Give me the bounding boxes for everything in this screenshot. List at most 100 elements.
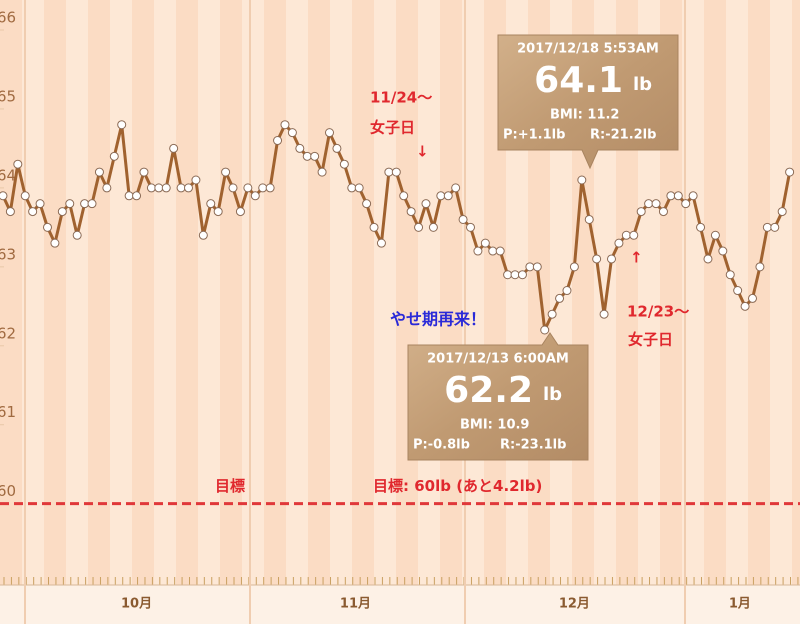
data-point (169, 143, 179, 153)
data-point (629, 230, 639, 240)
data-point (124, 191, 134, 201)
callout-date: 2017/12/18 5:53AM (517, 42, 659, 57)
callout-r: R:-21.2lb (590, 128, 656, 143)
data-point (132, 191, 142, 201)
y-tick-label: 64 (0, 166, 16, 184)
day-ticks (0, 577, 800, 585)
callout-p: P:-0.8lb (413, 438, 470, 453)
data-point (592, 254, 602, 264)
data-point (495, 246, 505, 256)
callout-date: 2017/12/13 6:00AM (427, 352, 569, 367)
data-point (710, 230, 720, 240)
data-point (287, 128, 297, 138)
data-point (480, 238, 490, 248)
data-point (317, 167, 327, 177)
data-point (146, 183, 156, 193)
data-point (621, 230, 631, 240)
y-tick-label: 60 (0, 482, 16, 500)
data-point (718, 246, 728, 256)
data-point (109, 151, 119, 161)
y-tick-label: 62 (0, 324, 16, 342)
data-point (324, 128, 334, 138)
data-point (35, 199, 45, 209)
annotation: 女子日 (628, 331, 673, 349)
x-tick-label: 1月 (729, 597, 751, 612)
data-point (280, 120, 290, 130)
target-label: 目標: 60lb (あと4.2lb) (373, 477, 542, 495)
data-point (399, 191, 409, 201)
data-point (191, 175, 201, 185)
data-point (258, 183, 268, 193)
data-point (198, 230, 208, 240)
y-tick-label: 65 (0, 87, 16, 105)
data-point (295, 143, 305, 153)
data-point (607, 254, 617, 264)
annotation: やせ期再来！ (390, 310, 486, 329)
data-point (569, 262, 579, 272)
annotation: 女子日 (370, 119, 415, 137)
data-point (72, 230, 82, 240)
data-point (696, 222, 706, 232)
target-label: 目標 (215, 477, 245, 495)
y-tick-label: 61 (0, 403, 16, 421)
callout-r: R:-23.1lb (500, 438, 566, 453)
data-point (243, 183, 253, 193)
data-point (762, 222, 772, 232)
data-point (651, 199, 661, 209)
data-point (154, 183, 164, 193)
data-point (577, 175, 587, 185)
data-point (777, 207, 787, 217)
data-point (414, 222, 424, 232)
data-point (302, 151, 312, 161)
data-point (673, 191, 683, 201)
callout-unit: lb (633, 74, 652, 95)
data-point (614, 238, 624, 248)
data-point (265, 183, 275, 193)
data-point (221, 167, 231, 177)
data-point (770, 222, 780, 232)
data-point (206, 199, 216, 209)
data-point (473, 246, 483, 256)
y-tick-label: 66 (0, 9, 16, 27)
data-point (213, 207, 223, 217)
data-point (658, 207, 668, 217)
callout-unit: lb (543, 384, 562, 405)
callout: 2017/12/18 5:53AM 64.1 lb BMI: 11.2 P:+1.1lb… (497, 34, 679, 170)
annotation: 12/23～ (627, 303, 689, 321)
data-point (562, 286, 572, 296)
data-point (503, 270, 513, 280)
data-point (228, 183, 238, 193)
data-point (28, 207, 38, 217)
data-point (421, 199, 431, 209)
data-point (42, 222, 52, 232)
x-axis-band (0, 585, 800, 624)
data-point (161, 183, 171, 193)
data-point (703, 254, 713, 264)
data-point (50, 238, 60, 248)
data-point (310, 151, 320, 161)
data-point (681, 199, 691, 209)
x-tick-label: 12月 (559, 597, 590, 612)
data-point (428, 222, 438, 232)
data-point (740, 301, 750, 311)
data-point (273, 136, 283, 146)
data-point (139, 167, 149, 177)
data-point (725, 270, 735, 280)
month-dividers (24, 0, 686, 624)
data-point (250, 191, 260, 201)
data-point (5, 207, 15, 217)
data-point (94, 167, 104, 177)
data-point (13, 159, 23, 169)
data-point (510, 270, 520, 280)
plot: 60 61 62 63 64 65 66 10月 11月 12月 1月 目標 目標: 60lb (あと4… (0, 9, 800, 612)
data-point (235, 207, 245, 217)
data-point (65, 199, 75, 209)
data-point (532, 262, 542, 272)
data-point (339, 159, 349, 169)
annotation: ↑ (630, 249, 643, 267)
data-point (347, 183, 357, 193)
data-point (369, 222, 379, 232)
callout-bmi: BMI: 10.9 (460, 418, 529, 433)
data-point (354, 183, 364, 193)
